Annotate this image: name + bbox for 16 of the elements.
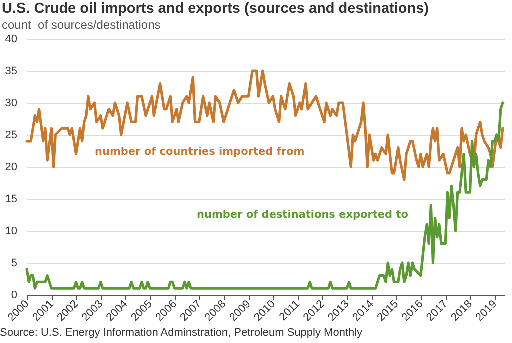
line-series <box>26 102 504 290</box>
y-tick-label: 30 <box>5 98 18 110</box>
y-tick-label: 0 <box>11 290 18 302</box>
chart-subtitle: count of sources/destinations <box>2 18 161 32</box>
source-note: Source: U.S. Energy Information Adminstration, Petroleum Supply Monthly <box>0 327 363 339</box>
chart-title: U.S. Crude oil imports and exports (sources and destinations) <box>2 1 430 17</box>
y-tick-label: 5 <box>11 258 18 270</box>
y-tick-label: 35 <box>5 66 18 78</box>
y-tick-label: 10 <box>5 226 18 238</box>
y-tick-label: 25 <box>5 130 18 142</box>
series-label: number of countries imported from <box>95 146 305 158</box>
line-series <box>26 70 504 182</box>
y-tick-label: 20 <box>5 162 18 174</box>
series-label: number of destinations exported to <box>197 209 408 221</box>
y-tick-label: 40 <box>5 34 18 46</box>
y-tick-label: 15 <box>5 194 18 206</box>
